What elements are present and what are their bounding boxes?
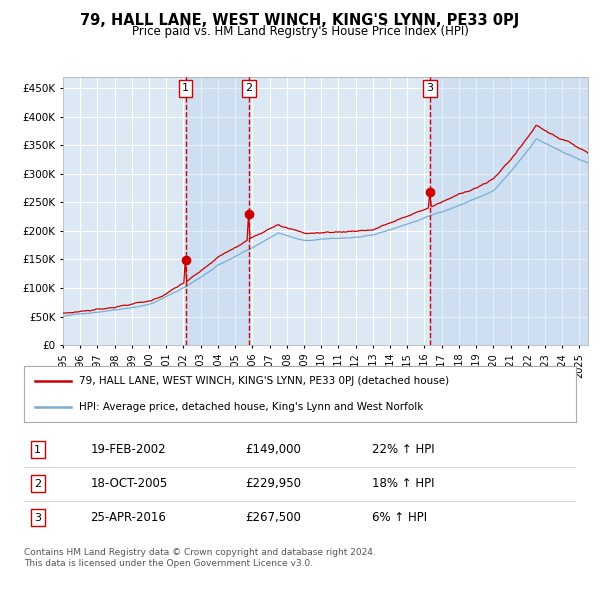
Text: This data is licensed under the Open Government Licence v3.0.: This data is licensed under the Open Gov… [24,559,313,568]
Text: 79, HALL LANE, WEST WINCH, KING'S LYNN, PE33 0PJ: 79, HALL LANE, WEST WINCH, KING'S LYNN, … [80,13,520,28]
Text: £267,500: £267,500 [245,512,301,525]
Bar [430,77,588,345]
Text: 25-APR-2016: 25-APR-2016 [90,512,166,525]
Bar [186,77,249,345]
Text: 6% ↑ HPI: 6% ↑ HPI [372,512,427,525]
Text: 2: 2 [245,83,253,93]
Text: 2: 2 [34,479,41,489]
Text: £149,000: £149,000 [245,443,301,456]
Text: 19-FEB-2002: 19-FEB-2002 [90,443,166,456]
Text: 1: 1 [182,83,189,93]
Text: HPI: Average price, detached house, King's Lynn and West Norfolk: HPI: Average price, detached house, King… [79,402,424,412]
Text: £229,950: £229,950 [245,477,301,490]
Text: Contains HM Land Registry data © Crown copyright and database right 2024.: Contains HM Land Registry data © Crown c… [24,548,376,556]
Text: 22% ↑ HPI: 22% ↑ HPI [372,443,434,456]
Text: 79, HALL LANE, WEST WINCH, KING'S LYNN, PE33 0PJ (detached house): 79, HALL LANE, WEST WINCH, KING'S LYNN, … [79,376,449,386]
Text: 3: 3 [427,83,433,93]
Text: 18% ↑ HPI: 18% ↑ HPI [372,477,434,490]
Text: 3: 3 [34,513,41,523]
Text: Price paid vs. HM Land Registry's House Price Index (HPI): Price paid vs. HM Land Registry's House … [131,25,469,38]
Text: 1: 1 [34,445,41,455]
Text: 18-OCT-2005: 18-OCT-2005 [90,477,167,490]
